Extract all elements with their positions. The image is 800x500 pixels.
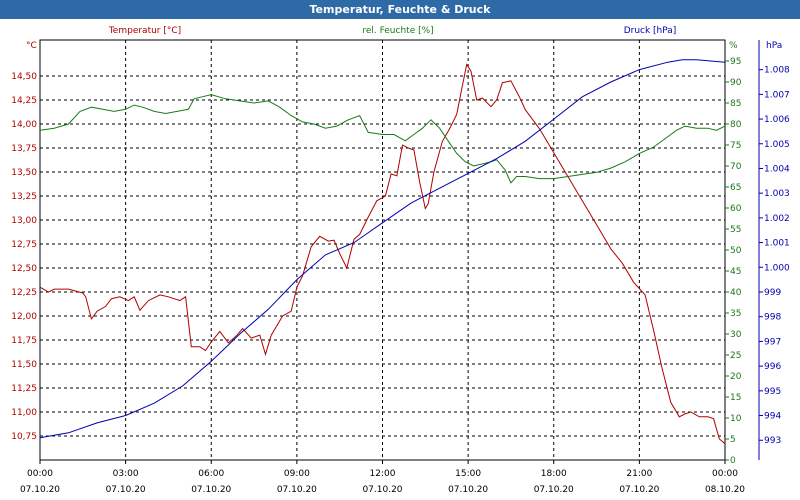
temp-tick-label: 13,75 [11,144,37,154]
series-line-pressure [39,59,726,439]
humidity-tick-label: 35 [730,309,741,319]
x-tick-date: 07.10.20 [191,485,231,495]
series-layer [39,59,726,445]
axes: °C Temperatur [°C] rel. Feuchte [%] % Dr… [11,26,790,495]
x-tick-date: 07.10.20 [448,485,488,495]
x-tick-time: 09:00 [284,469,310,479]
pressure-tick-label: 1.001 [764,239,790,249]
temp-tick-label: 11,00 [11,408,37,418]
x-tick-date: 07.10.20 [619,485,659,495]
temp-tick-label: 12,00 [11,312,37,322]
pressure-tick-label: 993 [764,436,781,446]
temp-tick-label: 12,25 [11,288,37,298]
x-tick-date: 07.10.20 [106,485,146,495]
x-tick-time: 21:00 [626,469,652,479]
temp-tick-label: 14,50 [11,72,37,82]
x-tick-time: 15:00 [455,469,481,479]
humidity-tick-label: 85 [730,99,741,109]
x-tick-time: 06:00 [198,469,224,479]
temp-unit-label: °C [26,41,37,51]
grid [39,40,726,460]
temp-axis-title: Temperatur [°C] [108,26,181,36]
x-tick-date: 07.10.20 [277,485,317,495]
pressure-tick-label: 997 [764,337,781,347]
humidity-axis-title: rel. Feuchte [%] [362,26,433,36]
humidity-tick-label: 75 [730,141,741,151]
pressure-tick-label: 1.000 [764,263,790,273]
pressure-tick-label: 1.002 [764,214,790,224]
x-tick-date: 07.10.20 [20,485,60,495]
pressure-tick-label: 1.004 [764,164,790,174]
humidity-tick-label: 90 [730,78,742,88]
temp-tick-label: 13,25 [11,192,37,202]
pressure-tick-label: 1.006 [764,115,790,125]
humidity-tick-label: 80 [730,120,742,130]
pressure-tick-label: 1.007 [764,90,790,100]
humidity-tick-label: 0 [730,456,736,466]
temp-tick-label: 11,50 [11,360,37,370]
humidity-tick-label: 40 [730,288,742,298]
temp-tick-label: 13,00 [11,216,37,226]
pressure-tick-label: 998 [764,313,781,323]
temp-tick-label: 11,25 [11,384,37,394]
pressure-tick-label: 1.003 [764,189,790,199]
x-tick-date: 07.10.20 [534,485,574,495]
temp-tick-label: 12,75 [11,240,37,250]
pressure-unit-label: hPa [766,41,782,51]
humidity-tick-label: 55 [730,225,741,235]
series-line-temperature [39,63,726,445]
temp-tick-label: 11,75 [11,336,37,346]
pressure-axis-title: Druck [hPa] [624,26,677,36]
pressure-tick-label: 995 [764,387,781,397]
pressure-tick-label: 1.008 [764,66,790,76]
x-tick-time: 00:00 [27,469,53,479]
humidity-tick-label: 5 [730,435,736,445]
humidity-tick-label: 25 [730,351,741,361]
chart-title: Temperatur, Feuchte & Druck [0,0,800,19]
humidity-tick-label: 30 [730,330,742,340]
x-tick-time: 18:00 [541,469,567,479]
x-tick-time: 00:00 [712,469,738,479]
pressure-tick-label: 996 [764,362,781,372]
x-tick-date: 07.10.20 [362,485,402,495]
x-tick-time: 12:00 [370,469,396,479]
humidity-tick-label: 10 [730,414,742,424]
pressure-tick-label: 999 [764,288,781,298]
series-line-humidity [39,94,726,184]
humidity-tick-label: 15 [730,393,741,403]
temp-tick-label: 13,50 [11,168,37,178]
humidity-tick-label: 50 [730,246,742,256]
pressure-tick-label: 994 [764,412,781,422]
humidity-tick-label: 95 [730,57,741,67]
temp-tick-label: 12,50 [11,264,37,274]
x-tick-time: 03:00 [113,469,139,479]
temp-tick-label: 14,00 [11,120,37,130]
humidity-unit-label: % [729,41,738,51]
humidity-tick-label: 20 [730,372,742,382]
humidity-tick-label: 70 [730,162,742,172]
humidity-tick-label: 60 [730,204,742,214]
humidity-tick-label: 65 [730,183,741,193]
pressure-tick-label: 1.005 [764,140,790,150]
humidity-tick-label: 45 [730,267,741,277]
temp-tick-label: 10,75 [11,432,37,442]
x-tick-date: 08.10.20 [705,485,745,495]
temp-tick-label: 14,25 [11,96,37,106]
